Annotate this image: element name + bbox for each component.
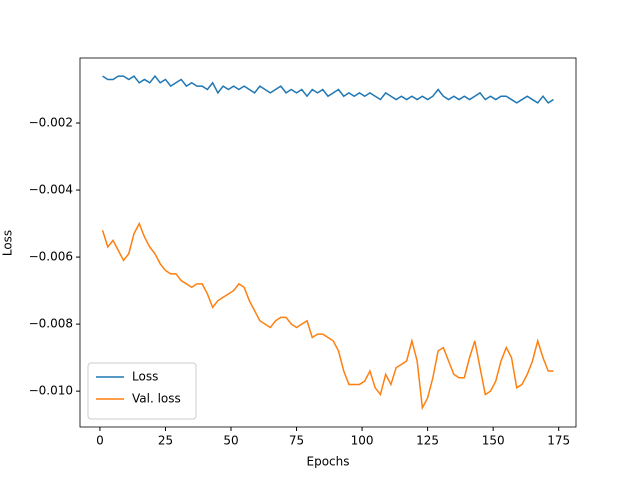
x-tick-label: 50: [223, 434, 238, 448]
x-axis-label: Epochs: [307, 455, 350, 469]
x-tick-label: 175: [547, 434, 570, 448]
data-line: [101, 221, 554, 411]
y-tick-label: −0.006: [29, 250, 73, 264]
y-axis-label: Loss: [1, 230, 15, 256]
x-tick-label: 75: [289, 434, 304, 448]
legend-label: Val. loss: [132, 392, 181, 406]
x-tick-label: 100: [351, 434, 374, 448]
x-tick-label: 150: [482, 434, 505, 448]
plot-frame: [79, 57, 577, 428]
x-tick-label: 0: [96, 434, 104, 448]
y-tick-label: −0.002: [29, 116, 73, 130]
y-tick-label: −0.004: [29, 183, 73, 197]
x-tick-label: 125: [416, 434, 439, 448]
legend-label: Loss: [132, 370, 158, 384]
y-tick-label: −0.008: [29, 317, 73, 331]
x-tick-label: 25: [158, 434, 173, 448]
data-line: [102, 74, 554, 104]
y-tick-label: −0.010: [29, 384, 73, 398]
